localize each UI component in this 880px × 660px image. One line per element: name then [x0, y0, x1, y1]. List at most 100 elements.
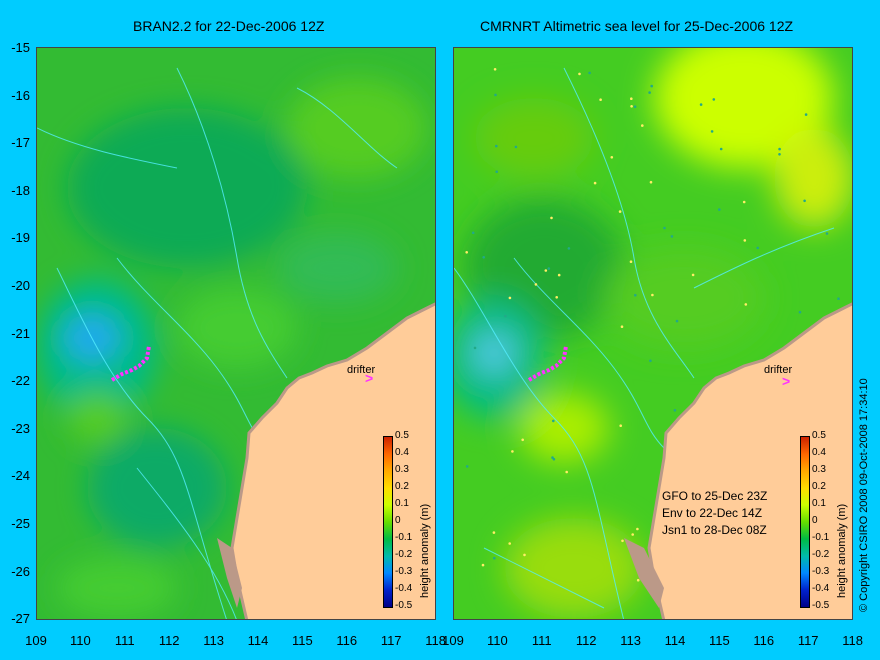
- satellite-point: [523, 553, 526, 557]
- satellite-point: [521, 438, 524, 442]
- colorbar-tick: -0.2: [812, 549, 830, 560]
- satellite-point: [465, 251, 468, 254]
- satellite-point: [557, 273, 561, 277]
- satellite-point: [699, 103, 703, 106]
- satellite-point: [551, 456, 554, 459]
- satellite-point: [651, 293, 654, 297]
- satellite-point: [471, 231, 475, 235]
- colorbar-tick: 0.2: [395, 481, 409, 492]
- y-tick-label: -21: [11, 325, 30, 341]
- x-tick-label: 115: [709, 633, 730, 648]
- satellite-point: [837, 297, 840, 300]
- colorbar-tick: 0: [812, 515, 818, 526]
- satellite-point: [718, 208, 721, 211]
- satellite-point: [648, 91, 651, 94]
- satellite-point: [508, 296, 512, 300]
- colorbar-tick: -0.1: [812, 532, 830, 543]
- satellite-point: [630, 97, 633, 100]
- satellite-point: [673, 409, 677, 412]
- satellite-point: [578, 72, 581, 76]
- satellite-point: [620, 325, 624, 329]
- x-tick-label: 110: [70, 633, 91, 648]
- colorbar-tick: -0.5: [812, 600, 830, 611]
- colorbar-tick: -0.1: [395, 532, 413, 543]
- bathymetry-contours: [37, 67, 398, 619]
- drifter-label-right: drifter: [764, 364, 793, 376]
- x-tick-label: 111: [531, 633, 552, 648]
- x-tick-label: 113: [620, 633, 641, 648]
- x-tick-label: 117: [380, 633, 402, 648]
- x-tick-label: 116: [336, 633, 358, 648]
- satellite-point: [511, 450, 514, 453]
- satellite-point: [508, 542, 511, 545]
- colorbar-tick: 0.4: [812, 447, 826, 458]
- satellite-point: [675, 319, 679, 323]
- y-tick-label: -27: [11, 611, 30, 627]
- colorbar-label-left: height anomaly (m): [419, 503, 431, 598]
- satellite-point: [619, 424, 622, 428]
- satellite-point: [778, 153, 781, 156]
- satellite-point: [504, 314, 507, 318]
- y-tick-label: -23: [11, 420, 30, 436]
- satellite-point: [743, 239, 747, 242]
- colorbar-right: [800, 436, 810, 608]
- colorbar-tick: 0.1: [395, 498, 409, 509]
- land-fringe: [217, 538, 242, 608]
- satellite-point: [514, 145, 518, 149]
- y-tick-label: -18: [11, 182, 30, 198]
- satellite-point: [465, 465, 469, 468]
- satellite-point: [670, 235, 674, 238]
- copyright-text: © Copyright CSIRO 2008 09-Oct-2008 17:34…: [858, 378, 870, 612]
- satellite-point: [621, 539, 624, 543]
- left-map-panel: > drifter 0.5 0.4 0.3 0.2 0.1 0 -0.1 -0.2 -0.3 -0…: [36, 47, 436, 620]
- x-tick-label: 109: [25, 633, 47, 648]
- y-tick-label: -17: [11, 135, 30, 151]
- satellite-point: [588, 71, 591, 75]
- y-tick-label: -25: [11, 516, 30, 531]
- satellite-point: [691, 273, 695, 277]
- y-tick-label: -26: [11, 563, 30, 579]
- satellite-point: [756, 246, 759, 250]
- colorbar-tick: -0.5: [395, 600, 413, 611]
- drifter-track: [110, 345, 151, 382]
- satellite-point: [493, 68, 497, 71]
- satellite-point: [565, 470, 568, 474]
- land-fringe: [624, 538, 664, 608]
- drifter-label-left: drifter: [347, 364, 376, 376]
- left-map-svg: >: [37, 48, 435, 619]
- y-tick-label: -22: [11, 373, 30, 389]
- satellite-point: [636, 527, 639, 531]
- x-tick-label: 115: [292, 633, 313, 648]
- colorbar-tick: -0.2: [395, 549, 413, 560]
- y-tick-label: -19: [11, 230, 30, 246]
- satellite-point: [804, 113, 808, 116]
- satellite-point: [599, 98, 602, 101]
- satellite-point: [630, 105, 633, 108]
- satellite-point: [473, 346, 477, 350]
- colorbar-tick: 0.3: [812, 464, 826, 475]
- satellite-point: [552, 419, 555, 423]
- y-tick-label: -20: [11, 278, 30, 293]
- satellite-point: [803, 199, 806, 203]
- x-tick-label: 110: [487, 633, 508, 648]
- satellite-point: [495, 144, 498, 148]
- satellite-point: [710, 130, 714, 133]
- x-tick-label: 112: [158, 633, 180, 648]
- y-tick-label: -16: [11, 87, 30, 103]
- drifter-track: [527, 345, 568, 382]
- x-tick-label: 114: [664, 633, 686, 648]
- colorbar-tick: -0.4: [395, 583, 413, 594]
- satellite-point: [636, 578, 640, 582]
- satellite-point: [631, 533, 634, 536]
- satellite-point: [494, 93, 497, 97]
- drifter-marker: >: [782, 373, 790, 389]
- anomaly-field: [454, 48, 852, 618]
- satellite-point: [634, 293, 637, 297]
- colorbar-tick: 0.4: [395, 447, 409, 458]
- x-tick-label: 118: [425, 633, 446, 648]
- y-tick-label: -24: [11, 468, 30, 484]
- colorbar-tick: 0.1: [812, 498, 826, 509]
- left-panel-title: BRAN2.2 for 22-Dec-2006 12Z: [133, 18, 325, 34]
- x-tick-label: 112: [575, 633, 597, 648]
- colorbar-tick: 0.2: [812, 481, 826, 492]
